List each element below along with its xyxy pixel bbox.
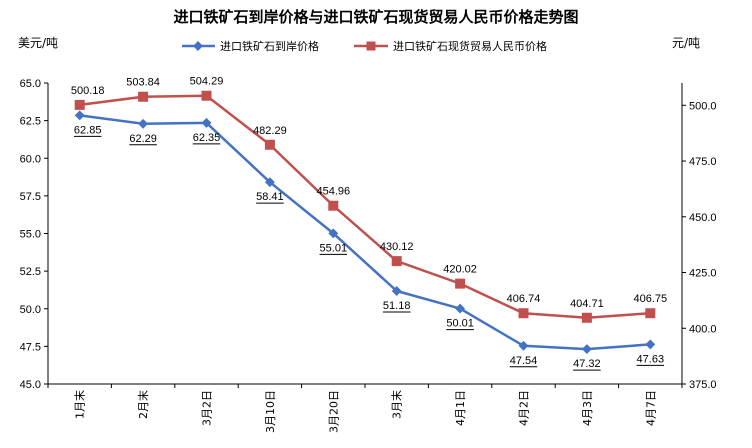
data-label-rmb-price: 504.29 [190,76,224,88]
legend-label-cif-price: 进口铁矿石到岸价格 [220,39,319,53]
series-1-marker [645,308,656,319]
series-line-0 [79,114,651,351]
series-line-1 [79,94,651,320]
data-label-rmb-price: 420.02 [443,264,477,276]
left-tick-label: 50.0 [20,304,41,316]
legend: 进口铁矿石到岸价格 进口铁矿石现货贸易人民币价格 [182,39,547,53]
series-1-marker [581,312,592,323]
data-label-cif-price: 62.29 [129,133,157,145]
data-label-rmb-price: 404.71 [570,298,604,310]
right-tick-label: 400.0 [689,323,717,335]
x-category-label: 1月末 [73,390,87,419]
right-tick-label: 500.0 [689,100,717,112]
x-category-label: 4月3日 [581,390,594,426]
series-0-marker [138,118,149,129]
series-0-marker [581,344,592,355]
left-tick-label: 62.5 [20,116,41,128]
x-category-label: 3月10日 [264,390,277,433]
data-label-cif-price: 50.01 [446,318,474,330]
series-0-marker [201,117,212,128]
data-label-cif-price: 47.54 [510,355,538,367]
left-tick-label: 47.5 [20,341,41,353]
left-axis-ticks: 45.0 47.5 50.0 52.5 55.0 57.5 60.0 62.5 65.0 [20,78,48,391]
x-category-label: 3月20日 [327,390,340,433]
legend-item-rmb-price: 进口铁矿石现货贸易人民币价格 [354,39,547,53]
data-label-rmb-price: 500.18 [71,85,105,97]
right-tick-label: 450.0 [689,212,717,224]
chart-title: 进口铁矿石到岸价格与进口铁矿石现货贸易人民币价格走势图 [173,8,578,26]
x-category-label: 3月末 [390,390,404,419]
series-1-marker [264,139,275,150]
data-label-rmb-price: 406.74 [507,293,541,305]
series-1-marker [391,256,402,267]
legend-marker-cif-price [193,41,203,51]
data-label-cif-price: 62.85 [74,124,102,136]
data-label-cif-price: 55.01 [320,242,348,254]
right-tick-label: 425.0 [689,268,717,280]
series-markers [74,90,656,355]
data-labels: 62.85 62.29 62.35 58.41 55.01 51.18 50.01 47.54… [71,76,667,371]
series-0-marker [455,303,466,314]
series-lines [79,94,651,351]
left-axis-unit: 美元/吨 [18,36,58,50]
right-axis-ticks: 375.0 400.0 425.0 450.0 475.0 500.0 [682,100,717,391]
x-category-label: 4月1日 [454,390,467,426]
x-axis-ticks: 1月末 2月末 3月2日 3月10日 3月20日 3月末 4月1日 4月2日 4月3日 4月7日 [47,384,683,433]
series-1-marker [138,91,149,102]
left-tick-label: 60.0 [20,153,41,165]
data-label-cif-price: 51.18 [383,300,411,312]
series-1-marker [328,200,339,211]
series-1-marker [201,90,212,101]
data-label-rmb-price: 406.75 [633,293,667,305]
right-axis-unit: 元/吨 [672,36,700,50]
data-label-rmb-price: 454.96 [316,186,350,198]
series-0-marker [645,339,656,350]
series-0-marker [328,228,339,239]
data-label-cif-price: 62.35 [193,132,221,144]
series-0-marker [264,177,275,188]
right-tick-label: 375.0 [689,379,717,391]
left-tick-label: 57.5 [20,191,41,203]
legend-item-cif-price: 进口铁矿石到岸价格 [182,39,319,53]
series-1-marker [74,99,85,110]
x-category-label: 3月2日 [201,390,214,426]
left-tick-label: 45.0 [20,379,41,391]
series-1-marker [455,278,466,289]
x-category-label: 4月7日 [644,390,657,426]
series-0-marker [74,110,85,121]
series-0-marker [391,286,402,296]
data-label-cif-price: 58.41 [256,191,284,203]
x-category-label: 2月末 [136,390,150,419]
left-tick-label: 52.5 [20,266,41,278]
legend-marker-rmb-price [366,41,376,51]
data-label-cif-price: 47.32 [573,358,601,370]
left-tick-label: 55.0 [20,229,41,241]
right-tick-label: 475.0 [689,156,717,168]
left-tick-label: 65.0 [20,78,41,90]
series-0-marker [518,340,529,351]
series-1-marker [518,308,529,319]
data-label-rmb-price: 482.29 [253,125,287,137]
legend-label-rmb-price: 进口铁矿石现货贸易人民币价格 [393,39,547,53]
data-label-rmb-price: 503.84 [126,77,160,89]
data-label-rmb-price: 430.12 [380,241,414,253]
data-label-cif-price: 47.63 [637,353,665,365]
x-category-label: 4月2日 [518,390,531,426]
